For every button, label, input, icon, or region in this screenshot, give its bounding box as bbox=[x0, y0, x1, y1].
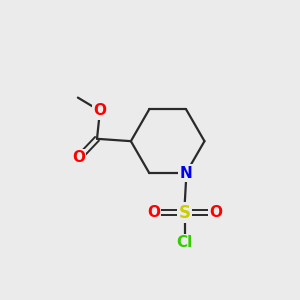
Text: Cl: Cl bbox=[176, 235, 193, 250]
Text: O: O bbox=[147, 205, 160, 220]
Text: S: S bbox=[178, 204, 190, 222]
Text: O: O bbox=[93, 103, 106, 118]
Text: O: O bbox=[72, 150, 85, 165]
Text: N: N bbox=[180, 166, 192, 181]
Text: O: O bbox=[209, 205, 222, 220]
